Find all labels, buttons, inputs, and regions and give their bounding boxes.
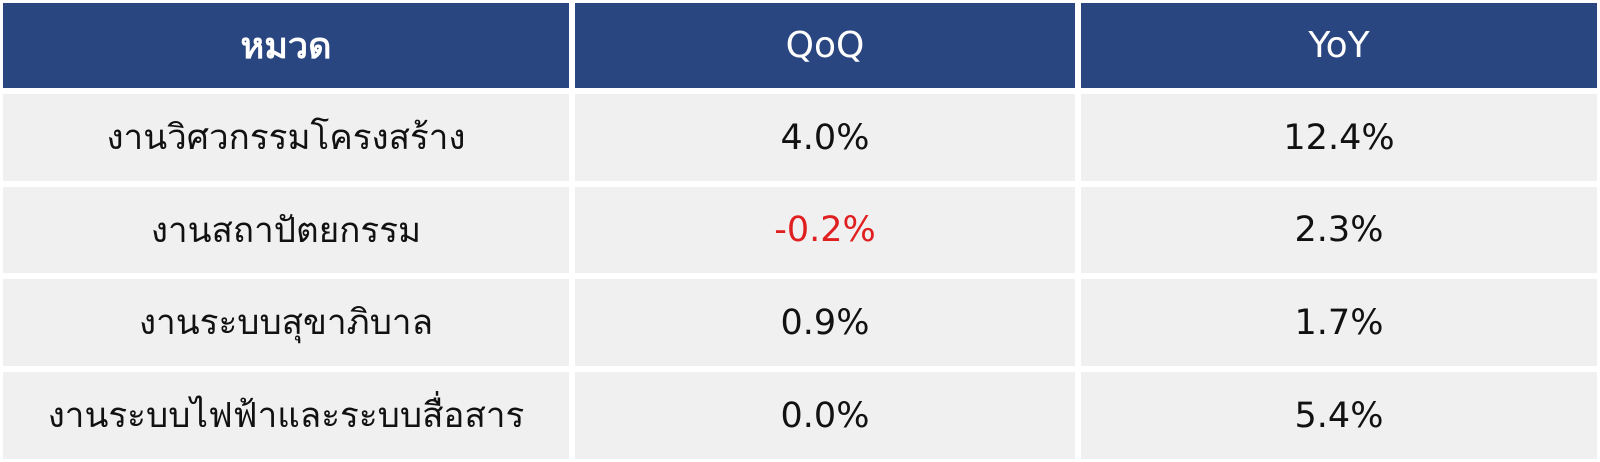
row-2-qoq: -0.2%	[572, 184, 1078, 276]
row-2-category: งานสถาปัตยกรรม	[0, 184, 572, 276]
row-4-qoq: 0.0%	[572, 369, 1078, 462]
row-1-yoy: 12.4%	[1078, 91, 1600, 184]
row-1-category: งานวิศวกรรมโครงสร้าง	[0, 91, 572, 184]
row-3-category: งานระบบสุขาภิบาล	[0, 276, 572, 369]
row-2-yoy: 2.3%	[1078, 184, 1600, 276]
header-yoy: YoY	[1078, 0, 1600, 91]
row-4-category: งานระบบไฟฟ้าและระบบสื่อสาร	[0, 369, 572, 462]
header-category: หมวด	[0, 0, 572, 91]
row-4-yoy: 5.4%	[1078, 369, 1600, 462]
row-3-qoq: 0.9%	[572, 276, 1078, 369]
header-qoq: QoQ	[572, 0, 1078, 91]
row-3-yoy: 1.7%	[1078, 276, 1600, 369]
row-1-qoq: 4.0%	[572, 91, 1078, 184]
